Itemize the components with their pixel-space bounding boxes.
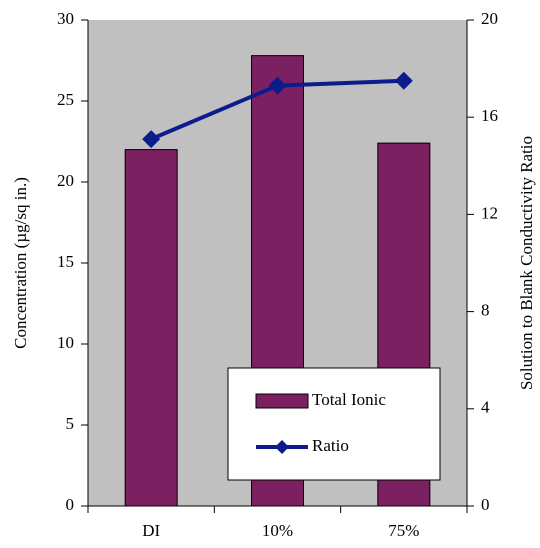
marker <box>268 76 287 95</box>
bar <box>124 149 178 507</box>
y2-tick-label: 8 <box>481 301 490 320</box>
legend-label: Ratio <box>312 436 349 455</box>
x-tick-label: 10% <box>262 521 293 540</box>
marker <box>142 130 161 149</box>
y-tick-label: 30 <box>57 9 74 28</box>
marker <box>394 71 413 90</box>
y2-tick-label: 0 <box>481 495 490 514</box>
y2-tick-label: 12 <box>481 203 498 222</box>
y2-tick-label: 16 <box>481 106 498 125</box>
legend-swatch <box>255 393 309 409</box>
x-tick-label: 75% <box>388 521 419 540</box>
y-tick-label: 25 <box>57 90 74 109</box>
y-tick-label: 5 <box>66 414 75 433</box>
y-tick-label: 0 <box>66 495 75 514</box>
legend-box <box>227 367 441 481</box>
y-tick-label: 20 <box>57 171 74 190</box>
y2-tick-label: 20 <box>481 9 498 28</box>
y-tick-label: 10 <box>57 333 74 352</box>
legend-label: Total Ionic <box>312 390 386 409</box>
y-tick-label: 15 <box>57 252 74 271</box>
legend-marker <box>275 440 289 454</box>
y2-axis-label: Solution to Blank Conductivity Ratio <box>517 136 536 390</box>
y-axis-label: Concentration (µg/sq in.) <box>11 177 30 349</box>
y2-tick-label: 4 <box>481 398 490 417</box>
x-tick-label: DI <box>142 521 160 540</box>
